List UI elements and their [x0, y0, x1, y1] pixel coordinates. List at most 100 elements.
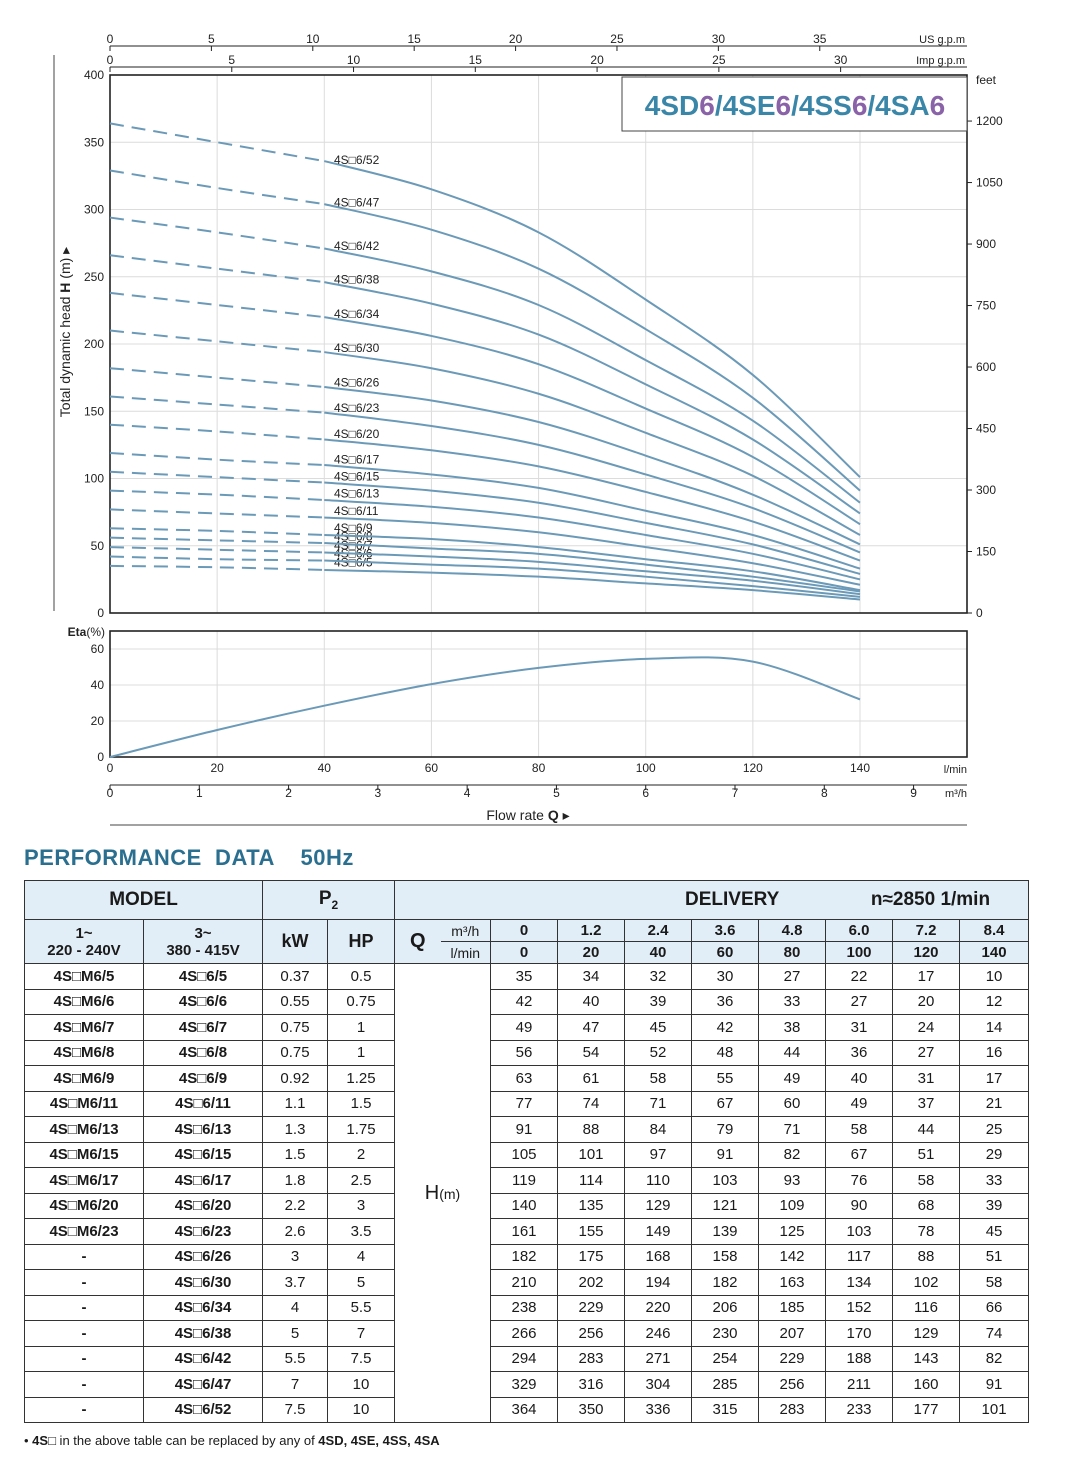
series-dashed-line	[109, 546, 325, 554]
y-axis-label-symbol: H	[57, 283, 73, 293]
head-value-cell: 125	[758, 1218, 827, 1245]
chart-title-part: 6	[852, 90, 868, 121]
m3h-tick-label: 0	[107, 786, 114, 800]
head-value-cell: 229	[557, 1294, 626, 1321]
head-value-cell: 34	[557, 963, 626, 990]
lpm-tick-label: 120	[743, 761, 763, 775]
q-lmin-cell: 140	[959, 941, 1030, 964]
hp-cell: 1	[327, 1039, 396, 1066]
note-bullet: •	[24, 1433, 33, 1448]
three-phase-voltage: 380 - 415V	[166, 941, 240, 959]
series-label: 4S□6/17	[334, 452, 380, 466]
eta-line	[109, 656, 861, 758]
hp-cell: 7.5	[327, 1345, 396, 1372]
q-m3h-cell: 8.4	[959, 919, 1030, 942]
head-value-cell: 149	[624, 1218, 693, 1245]
head-value-cell: 207	[758, 1320, 827, 1347]
q-unit-m3h: m³/h	[440, 919, 492, 942]
model-header: MODEL	[23, 880, 264, 920]
y-tick-label: 350	[84, 135, 104, 149]
head-value-cell: 121	[691, 1192, 760, 1219]
lpm-tick-label: 40	[318, 761, 332, 775]
model-3ph-cell: 4S□6/11	[142, 1090, 264, 1117]
chart-title-part: 6	[776, 90, 792, 121]
model-3ph-cell: 4S□6/9	[142, 1065, 264, 1092]
model-3ph-cell: 4S□6/17	[142, 1167, 264, 1194]
series-line	[324, 411, 861, 554]
head-value-cell: 117	[825, 1243, 894, 1270]
x-axis-label-part: ▸	[559, 807, 570, 823]
model-3ph-cell: 4S□6/52	[142, 1396, 264, 1423]
model-1ph-cell: -	[24, 1269, 144, 1296]
q-lmin-cell: 80	[758, 941, 827, 964]
head-value-cell: 49	[758, 1065, 827, 1092]
head-value-cell: 36	[825, 1039, 894, 1066]
lpm-unit-label: l/min	[944, 764, 967, 776]
head-value-cell: 33	[758, 988, 827, 1015]
head-value-cell: 160	[892, 1371, 961, 1398]
feet-tick-label: 0	[976, 606, 983, 620]
head-value-cell: 32	[624, 963, 693, 990]
head-label: H	[424, 1181, 440, 1204]
head-value-cell: 45	[624, 1014, 693, 1041]
eta-tick-label: 60	[91, 642, 105, 656]
head-value-cell: 238	[490, 1294, 559, 1321]
q-lmin-cell: 100	[825, 941, 894, 964]
model-1ph-cell: 4S□M6/9	[24, 1065, 144, 1092]
imp-gpm-tick-label: 10	[347, 53, 361, 67]
head-value-cell: 304	[624, 1371, 693, 1398]
kw-cell: 0.92	[262, 1065, 329, 1092]
head-value-cell: 49	[490, 1014, 559, 1041]
model-1ph-cell: 4S□M6/17	[24, 1167, 144, 1194]
kw-cell: 1.8	[262, 1167, 329, 1194]
head-value-cell: 101	[557, 1141, 626, 1168]
model-3ph-cell: 4S□6/5	[142, 963, 264, 990]
head-value-cell: 101	[959, 1396, 1030, 1423]
kw-cell: 7.5	[262, 1396, 329, 1423]
series-label: 4S□6/20	[334, 427, 380, 441]
model-1ph-cell: 4S□M6/20	[24, 1192, 144, 1219]
head-value-cell: 40	[557, 988, 626, 1015]
imp-gpm-tick-label: 5	[228, 53, 235, 67]
head-value-cell: 182	[691, 1269, 760, 1296]
us-gpm-tick-label: 15	[408, 32, 422, 46]
model-1ph-cell: -	[24, 1320, 144, 1347]
head-value-cell: 229	[758, 1345, 827, 1372]
series-dashed-line	[109, 329, 325, 354]
series-label: 4S□6/52	[334, 153, 380, 167]
eta-axis-label-unit: (%)	[86, 625, 105, 639]
table-row: 4S□M6/6 4S□6/6 0.55 0.75 42 40 39 36 33 27 20 12	[24, 988, 1030, 1015]
model-1ph-cell: -	[24, 1243, 144, 1270]
table-row: 4S□M6/23 4S□6/23 2.6 3.5 161 155 149 139 125 103 7…	[24, 1218, 1030, 1245]
table-row: -4S□6/30 3.7 5 210 202 194 182 163 134 102 58	[24, 1269, 1030, 1296]
head-value-cell: 93	[758, 1167, 827, 1194]
head-value-cell: 44	[892, 1116, 961, 1143]
delivery-header: DELIVERY n≈2850 1/min	[394, 880, 1030, 920]
head-value-cell: 74	[959, 1320, 1030, 1347]
model-1ph-cell: 4S□M6/23	[24, 1218, 144, 1245]
head-value-cell: 158	[691, 1243, 760, 1270]
kw-cell: 2.2	[262, 1192, 329, 1219]
head-value-cell: 88	[557, 1116, 626, 1143]
q-m3h-cell: 0	[490, 919, 559, 942]
series-dashed-line	[109, 423, 325, 441]
y-tick-label: 100	[84, 472, 104, 486]
head-value-cell: 67	[825, 1141, 894, 1168]
m3h-tick-label: 9	[910, 786, 917, 800]
head-value-cell: 316	[557, 1371, 626, 1398]
series-line	[324, 533, 861, 592]
head-value-cell: 61	[557, 1065, 626, 1092]
table-row: 4S□M6/5 4S□6/5 0.37 0.5 H(m) 35 34 32 30 27 22 17 10	[24, 963, 1030, 1423]
kw-cell: 5.5	[262, 1345, 329, 1372]
head-value-cell: 12	[959, 988, 1030, 1015]
imp-gpm-unit: Imp g.p.m	[916, 55, 965, 67]
series-line	[324, 438, 861, 562]
m3h-unit-label: m³/h	[945, 788, 967, 800]
series-label: 4S□6/23	[334, 401, 380, 415]
head-value-cell: 37	[892, 1090, 961, 1117]
kw-cell: 3	[262, 1243, 329, 1270]
p2-subscript: 2	[331, 897, 339, 912]
chart-title-part: /4SS	[791, 90, 852, 121]
model-1ph-cell: 4S□M6/15	[24, 1141, 144, 1168]
series-dashed-line	[109, 395, 325, 414]
